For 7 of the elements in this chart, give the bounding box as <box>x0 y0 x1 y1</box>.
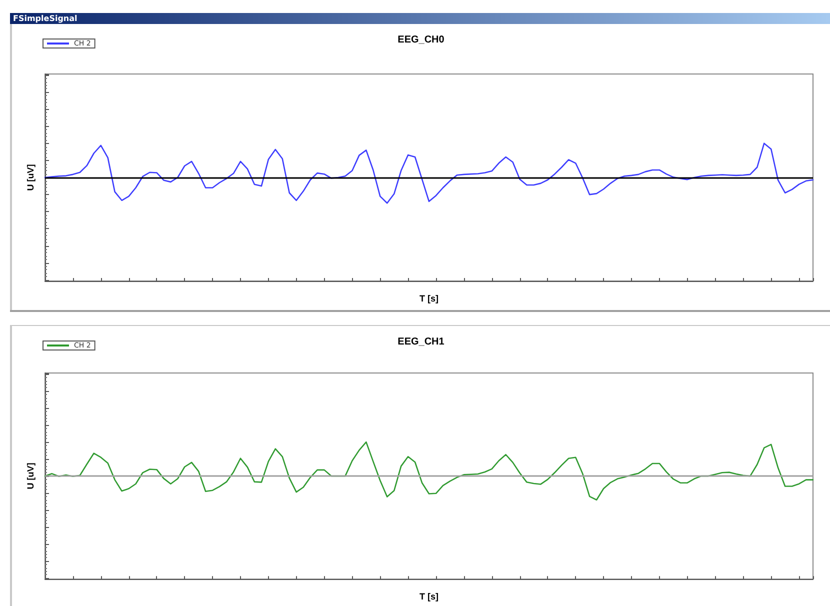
chart-title: EEG_CH1 <box>398 336 445 348</box>
chart-title: EEG_CH0 <box>398 34 445 46</box>
x-axis-title: T [s] <box>420 592 438 602</box>
text: FSimpleSignal <box>10 13 830 24</box>
y-axis-title: U [uV] <box>26 462 36 490</box>
y-axis-title: U [uV] <box>26 164 36 191</box>
x-axis-title: T [s] <box>420 293 438 304</box>
